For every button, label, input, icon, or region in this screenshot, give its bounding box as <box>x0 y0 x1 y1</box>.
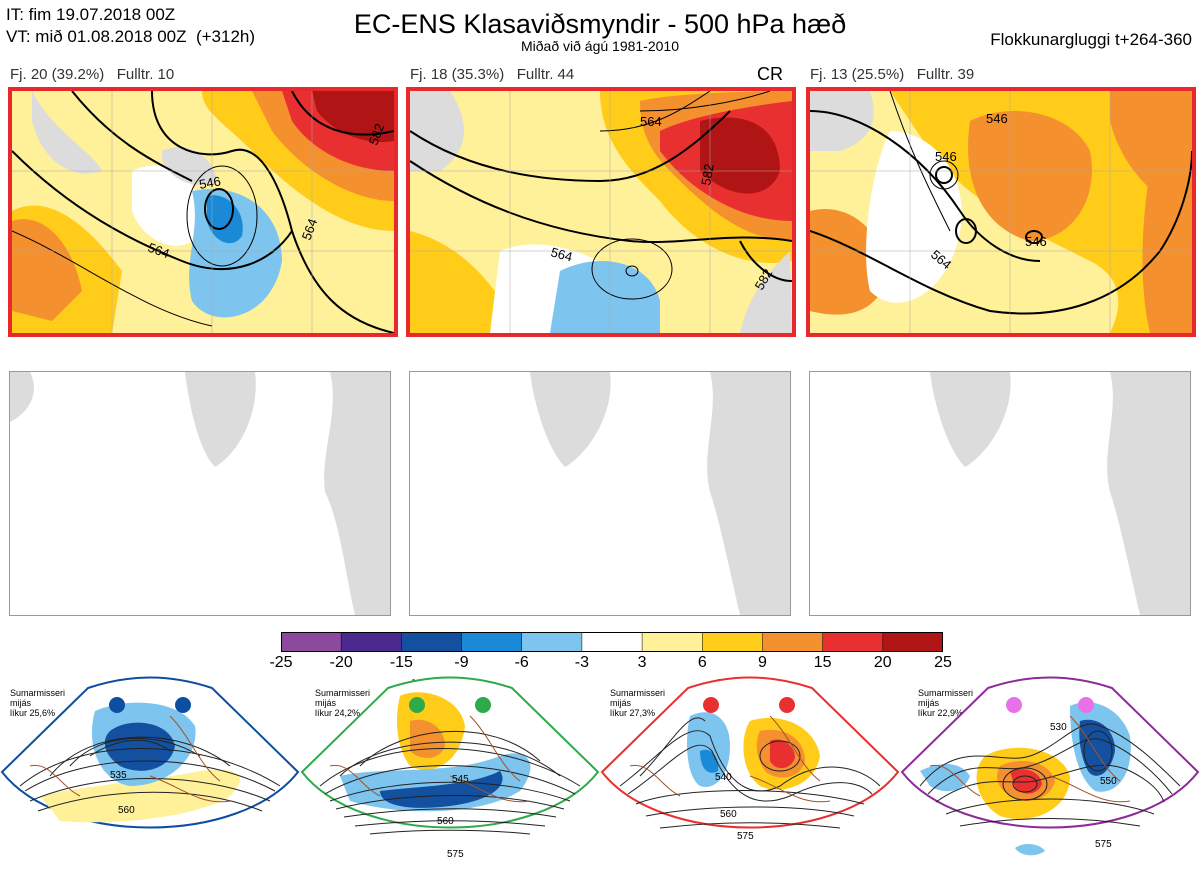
it-line: IT: fim 19.07.2018 00Z <box>6 5 176 24</box>
regime-contour-label: 575 <box>1095 839 1112 850</box>
regime-note: Sumarmisseri mijás líkur 24,2% <box>315 688 371 718</box>
colorbar-tick-label: 9 <box>758 654 767 671</box>
empty-map-1 <box>9 371 391 616</box>
cluster-3-label: Fj. 13 (25.5%) Fulltr. 39 <box>810 66 975 83</box>
colorbar-swatch <box>762 631 824 653</box>
colorbar-tick-label: 15 <box>813 654 832 671</box>
cluster-2-label: Fj. 18 (35.3%) Fulltr. 44 <box>410 66 575 83</box>
cluster-2-contour-label: 582 <box>698 163 717 187</box>
regime-marker <box>475 697 491 713</box>
cluster-3-map: 546 546 546 564 <box>806 87 1196 337</box>
regime-contour-label: 530 <box>1050 722 1067 733</box>
regime-marker <box>1078 697 1094 713</box>
colorbar-swatch <box>702 631 764 653</box>
cluster-3-contour-label: 546 <box>986 111 1008 126</box>
regime-marker <box>779 697 795 713</box>
regime-contour-label: 560 <box>118 805 135 816</box>
regime-contour-label: 575 <box>737 831 754 842</box>
regime-nao-minus: NAO mínus Sumarmisseri mijás líkur 24,2%… <box>300 676 600 871</box>
regime-contour-label: 545 <box>452 774 469 785</box>
regime-contour-label: 535 <box>110 770 127 781</box>
colorbar-swatch <box>401 631 463 653</box>
regime-marker <box>703 697 719 713</box>
regime-contour-label: 560 <box>437 816 454 827</box>
cluster-3-contour-label: 546 <box>935 149 957 164</box>
regime-marker <box>175 697 191 713</box>
colorbar-tick-label: 20 <box>873 654 892 671</box>
cluster-2-map: 564 564 582 582 <box>406 87 796 337</box>
cluster-2-contour-label: 564 <box>549 244 574 264</box>
cluster-3-contour-label: 546 <box>1025 234 1047 249</box>
colorbar-swatch <box>641 631 704 653</box>
regime-blocking: Fyrirstaða Sumarmisseri mijás líkur 27,3… <box>600 676 900 871</box>
regime-marker <box>409 697 425 713</box>
regime-contour-label: 540 <box>715 772 732 783</box>
regime-ridge: Hryggur Sumarmisseri mijás líkur 22,9% 5… <box>900 676 1200 871</box>
regime-marker <box>109 697 125 713</box>
page-subtitle: Miðað við ágú 1981-2010 <box>520 38 679 54</box>
classification-window: Flokkunargluggi t+264-360 <box>990 30 1192 49</box>
cluster-1-map: 546 564 564 582 <box>8 87 398 337</box>
cluster-2-tag: CR <box>757 64 783 84</box>
colorbar-tick-label: -3 <box>574 654 589 671</box>
colorbar-swatch <box>280 631 342 653</box>
header-dates: IT: fim 19.07.2018 00Z VT: mið 01.08.2018… <box>6 4 255 48</box>
regime-contour-label: 575 <box>447 849 464 860</box>
cluster-1-contour-label: 564 <box>299 217 321 243</box>
cluster-1-contour-label: 564 <box>146 240 172 262</box>
cluster-1-contour-label: 546 <box>198 173 222 192</box>
regime-contour-label: 560 <box>720 809 737 820</box>
colorbar-tick-label: -9 <box>454 654 469 671</box>
colorbar-tick-label: -25 <box>269 654 293 671</box>
colorbar-swatch <box>822 631 884 653</box>
cluster-1-contour-label: 582 <box>366 122 388 148</box>
vt-line: VT: mið 01.08.2018 00Z (+312h) <box>6 27 256 46</box>
regime-marker <box>1006 697 1022 713</box>
colorbar-tick-label: 3 <box>637 654 647 671</box>
page-title: EC-ENS Klasaviðsmyndir - 500 hPa hæð <box>353 9 847 39</box>
regime-note: Sumarmisseri mijás líkur 22,9% <box>918 688 974 718</box>
regime-note: Sumarmisseri mijás líkur 25,6% <box>10 688 66 718</box>
regime-nao-plus: NAO plús Sumarmisseri mijás líkur 25,6% … <box>0 676 300 871</box>
colorbar-swatch <box>581 631 643 653</box>
colorbar-tick-label: -6 <box>514 654 529 671</box>
colorbar-tick-label: 25 <box>934 654 952 671</box>
colorbar-swatch <box>521 631 583 653</box>
colorbar-tick-label: -15 <box>389 654 413 671</box>
regime-contour-label: 550 <box>1100 776 1117 787</box>
colorbar-swatch <box>340 631 403 653</box>
colorbar-swatch <box>461 631 523 653</box>
regime-note: Sumarmisseri mijás líkur 27,3% <box>610 688 666 718</box>
colorbar <box>280 631 944 657</box>
colorbar-swatch <box>882 631 944 653</box>
empty-map-3 <box>809 371 1191 616</box>
cluster-1-label: Fj. 20 (39.2%) Fulltr. 10 <box>10 66 175 83</box>
cluster-2-contour-label: 564 <box>640 114 662 129</box>
colorbar-tick-label: 6 <box>697 654 707 671</box>
empty-map-2 <box>409 371 791 616</box>
colorbar-tick-label: -20 <box>329 654 353 671</box>
